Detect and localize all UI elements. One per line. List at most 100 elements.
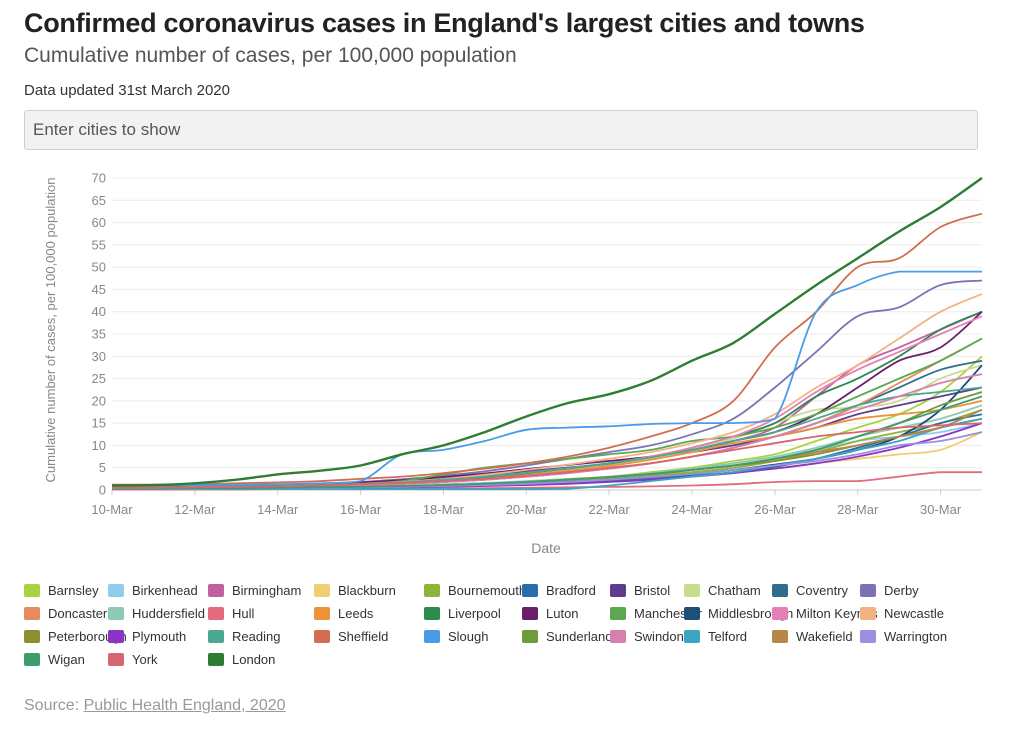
legend-swatch	[424, 583, 440, 597]
gridlines	[112, 177, 982, 491]
y-tick-label: 55	[92, 237, 106, 252]
legend-swatch	[108, 652, 124, 666]
chart-title: Confirmed coronavirus cases in England's…	[24, 8, 865, 38]
legend-swatch	[24, 652, 40, 666]
legend-item-wigan[interactable]: Wigan	[24, 651, 85, 667]
legend-item-bristol[interactable]: Bristol	[610, 582, 670, 598]
legend-label: Sunderland	[546, 628, 613, 644]
legend-item-bradford[interactable]: Bradford	[522, 582, 596, 598]
legend-item-luton[interactable]: Luton	[522, 605, 579, 621]
legend-label: Leeds	[338, 605, 374, 621]
legend-item-bournemouth[interactable]: Bournemouth	[424, 582, 526, 598]
legend-swatch	[684, 629, 700, 643]
legend-item-sunderland[interactable]: Sunderland	[522, 628, 613, 644]
legend-label: Telford	[708, 628, 748, 644]
legend-swatch	[860, 583, 876, 597]
legend-item-wakefield[interactable]: Wakefield	[772, 628, 853, 644]
legend-swatch	[108, 629, 124, 643]
legend-label: Bristol	[634, 582, 671, 598]
legend-label: Peterborough	[48, 628, 127, 644]
y-axis-ticks: 0 5 10 15 20 25 30 35 40 45 50 55 60 65 70	[92, 171, 106, 498]
legend-swatch	[772, 606, 788, 620]
x-tick-label: 26-Mar	[754, 502, 796, 517]
legend-item-reading[interactable]: Reading	[208, 628, 280, 644]
update-note: Data updated 31st March 2020	[24, 82, 230, 99]
x-tick-label: 24-Mar	[671, 502, 713, 517]
legend-swatch	[314, 629, 330, 643]
legend-item-leeds[interactable]: Leeds	[314, 605, 373, 621]
legend-label: Slough	[448, 628, 489, 644]
series-line-york[interactable]	[112, 422, 983, 489]
legend-item-slough[interactable]: Slough	[424, 628, 488, 644]
legend-item-birkenhead[interactable]: Birkenhead	[108, 582, 198, 598]
y-tick-label: 20	[92, 393, 106, 408]
legend-label: Birmingham	[232, 582, 302, 598]
legend-swatch	[24, 606, 40, 620]
source-link[interactable]: Public Health England, 2020	[83, 697, 286, 714]
y-tick-label: 30	[92, 349, 106, 364]
y-tick-label: 10	[92, 438, 106, 453]
series-line-slough[interactable]	[111, 270, 982, 487]
legend-item-newcastle[interactable]: Newcastle	[860, 605, 944, 621]
legend-label: Liverpool	[448, 605, 501, 621]
x-tick-label: 14-Mar	[257, 502, 299, 517]
legend-item-telford[interactable]: Telford	[684, 628, 747, 644]
legend-swatch	[108, 583, 124, 597]
legend-label: London	[232, 651, 276, 667]
legend-item-hull[interactable]: Hull	[208, 605, 254, 621]
y-tick-label: 45	[92, 282, 106, 297]
legend-swatch	[208, 583, 224, 597]
legend-label: Plymouth	[132, 628, 187, 644]
y-tick-label: 50	[92, 260, 106, 275]
series-line-doncaster[interactable]	[112, 337, 983, 490]
legend-label: Newcastle	[884, 605, 944, 621]
legend-swatch	[772, 629, 788, 643]
chart-subtitle: Cumulative number of cases, per 100,000 …	[24, 44, 517, 67]
legend-item-york[interactable]: York	[108, 651, 158, 667]
y-tick-label: 40	[92, 304, 106, 319]
legend-item-warrington[interactable]: Warrington	[860, 628, 947, 644]
legend-item-chatham[interactable]: Chatham	[684, 582, 761, 598]
series-line-manchester[interactable]	[112, 337, 983, 489]
series-line-wigan[interactable]	[112, 395, 983, 490]
y-axis-label: Cumulative number of cases, per 100,000 …	[43, 178, 58, 483]
legend-label: Sheffield	[338, 628, 389, 644]
legend-item-milton-keynes[interactable]: Milton Keynes	[772, 605, 878, 621]
source-prefix: Source:	[24, 697, 84, 714]
source-note: Source: Public Health England, 2020	[24, 697, 286, 715]
legend-item-liverpool[interactable]: Liverpool	[424, 605, 501, 621]
legend-swatch	[522, 583, 538, 597]
legend-item-derby[interactable]: Derby	[860, 582, 919, 598]
legend-swatch	[424, 629, 440, 643]
series-line-london[interactable]	[111, 177, 983, 487]
legend-item-plymouth[interactable]: Plymouth	[108, 628, 186, 644]
x-tick-label: 12-Mar	[174, 502, 216, 517]
legend-item-coventry[interactable]: Coventry	[772, 582, 848, 598]
series-lines	[111, 177, 983, 491]
legend-item-peterborough[interactable]: Peterborough	[24, 628, 127, 644]
legend-label: Huddersfield	[132, 605, 205, 621]
legend-label: Blackburn	[338, 582, 396, 598]
legend-item-doncaster[interactable]: Doncaster	[24, 605, 107, 621]
legend-item-blackburn[interactable]: Blackburn	[314, 582, 396, 598]
legend-label: Wakefield	[796, 628, 853, 644]
x-tick-label: 16-Mar	[340, 502, 382, 517]
legend-item-middlesbrough[interactable]: Middlesbrough	[684, 605, 793, 621]
city-search-input[interactable]	[24, 110, 978, 150]
legend-item-swindon[interactable]: Swindon	[610, 628, 684, 644]
legend-swatch	[610, 629, 626, 643]
legend-swatch	[24, 583, 40, 597]
legend-label: Reading	[232, 628, 281, 644]
legend-swatch	[424, 606, 440, 620]
legend-item-huddersfield[interactable]: Huddersfield	[108, 605, 205, 621]
legend-item-sheffield[interactable]: Sheffield	[314, 628, 388, 644]
legend-item-london[interactable]: London	[208, 651, 275, 667]
series-line-sheffield[interactable]	[111, 212, 983, 486]
legend-swatch	[208, 606, 224, 620]
legend-item-birmingham[interactable]: Birmingham	[208, 582, 301, 598]
legend-item-barnsley[interactable]: Barnsley	[24, 582, 99, 598]
legend-label: Barnsley	[48, 582, 99, 598]
legend-swatch	[208, 629, 224, 643]
legend-swatch	[860, 629, 876, 643]
x-axis-label: Date	[531, 540, 561, 556]
